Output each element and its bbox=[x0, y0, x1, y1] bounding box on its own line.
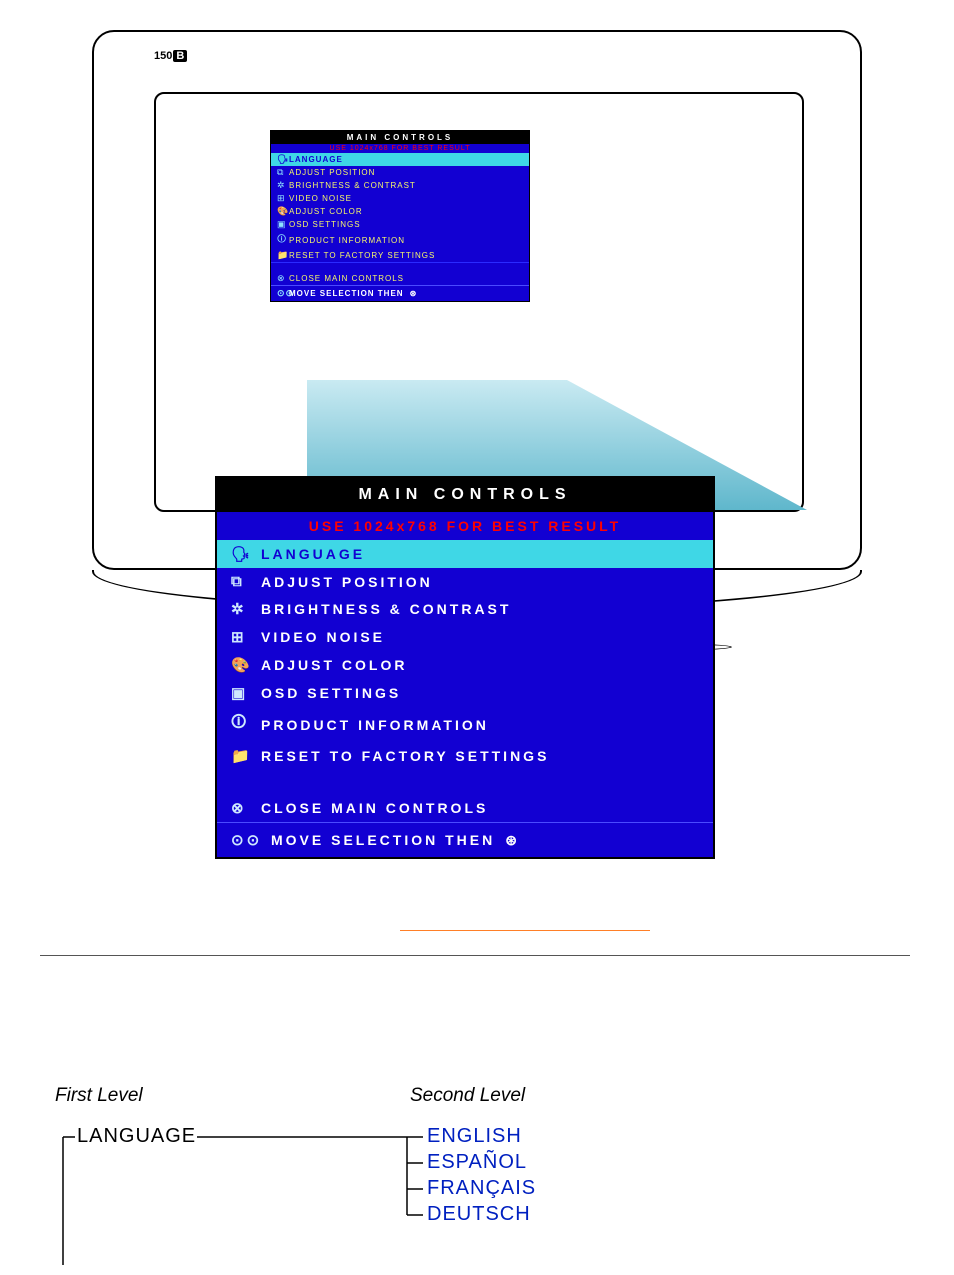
osd-item-label: LANGUAGE bbox=[261, 546, 365, 562]
osd-item-label: ADJUST POSITION bbox=[261, 574, 433, 590]
osd-item-label: LANGUAGE bbox=[289, 155, 343, 164]
osd-item-product-info[interactable]: 🛈 PRODUCT INFORMATION bbox=[271, 231, 529, 249]
osd-item-factory-reset[interactable]: 📁 RESET TO FACTORY SETTINGS bbox=[271, 249, 529, 262]
tree-node-deutsch: DEUTSCH bbox=[427, 1203, 531, 1226]
osd-item-label: RESET TO FACTORY SETTINGS bbox=[289, 251, 435, 260]
orange-separator bbox=[400, 930, 650, 931]
osd-item-brightness-contrast[interactable]: ✲ BRIGHTNESS & CONTRAST bbox=[271, 179, 529, 192]
osd-item-adjust-position[interactable]: ⧉ ADJUST POSITION bbox=[271, 166, 529, 179]
page-root: 150B MAIN CONTROLS USE 1024x768 FOR BEST… bbox=[0, 0, 954, 720]
language-icon: 🗣 bbox=[231, 545, 261, 563]
osd-item-osd-settings[interactable]: ▣ OSD SETTINGS bbox=[271, 218, 529, 231]
close-icon: ⊗ bbox=[231, 799, 261, 817]
osd-large: MAIN CONTROLS USE 1024x768 FOR BEST RESU… bbox=[215, 476, 715, 859]
grey-separator bbox=[40, 955, 910, 956]
noise-icon: ⊞ bbox=[231, 628, 261, 646]
reset-icon: 📁 bbox=[277, 250, 289, 261]
osd-item-brightness-contrast[interactable]: ✲ BRIGHTNESS & CONTRAST bbox=[217, 595, 713, 623]
osd-item-adjust-position[interactable]: ⧉ ADJUST POSITION bbox=[217, 568, 713, 595]
tree-node-espanol: ESPAÑOL bbox=[427, 1151, 527, 1174]
color-icon: 🎨 bbox=[231, 656, 261, 674]
info-icon: 🛈 bbox=[277, 232, 289, 248]
osd-small: MAIN CONTROLS USE 1024x768 FOR BEST RESU… bbox=[270, 130, 530, 302]
monitor-model-label: 150B bbox=[154, 50, 187, 62]
osd-item-adjust-color[interactable]: 🎨 ADJUST COLOR bbox=[217, 651, 713, 679]
osd-item-video-noise[interactable]: ⊞ VIDEO NOISE bbox=[217, 623, 713, 651]
osd-item-label: VIDEO NOISE bbox=[289, 194, 352, 203]
osd-settings-icon: ▣ bbox=[231, 684, 261, 702]
nav-arrows-icon: ⊙⊙ bbox=[277, 288, 289, 299]
osd-footer-label: MOVE SELECTION THEN bbox=[289, 289, 404, 298]
position-icon: ⧉ bbox=[231, 573, 261, 590]
osd-large-title: MAIN CONTROLS bbox=[217, 478, 713, 512]
osd-item-close[interactable]: ⊗ CLOSE MAIN CONTROLS bbox=[217, 794, 713, 822]
osd-settings-icon: ▣ bbox=[277, 219, 289, 230]
osd-footer-label: MOVE SELECTION THEN bbox=[271, 832, 495, 848]
position-icon: ⧉ bbox=[277, 167, 289, 178]
osd-item-adjust-color[interactable]: 🎨 ADJUST COLOR bbox=[271, 205, 529, 218]
osd-item-label: BRIGHTNESS & CONTRAST bbox=[261, 601, 511, 617]
osd-item-label: ADJUST COLOR bbox=[261, 657, 407, 673]
osd-item-language[interactable]: 🗣 LANGUAGE bbox=[217, 540, 713, 568]
brightness-icon: ✲ bbox=[277, 180, 289, 191]
osd-small-title: MAIN CONTROLS bbox=[271, 131, 529, 144]
close-icon: ⊗ bbox=[277, 273, 289, 284]
second-level-header: Second Level bbox=[410, 1085, 525, 1107]
osd-item-label: OSD SETTINGS bbox=[261, 685, 401, 701]
color-icon: 🎨 bbox=[277, 206, 289, 217]
osd-small-hint: USE 1024x768 FOR BEST RESULT bbox=[271, 144, 529, 153]
osd-item-label: ADJUST POSITION bbox=[289, 168, 375, 177]
select-icon: ⊛ bbox=[410, 289, 418, 298]
osd-large-hint: USE 1024x768 FOR BEST RESULT bbox=[217, 512, 713, 540]
osd-item-label: BRIGHTNESS & CONTRAST bbox=[289, 181, 416, 190]
osd-footer: ⊙⊙ MOVE SELECTION THEN ⊛ bbox=[271, 285, 529, 301]
noise-icon: ⊞ bbox=[277, 193, 289, 204]
osd-item-label: PRODUCT INFORMATION bbox=[261, 717, 489, 733]
osd-footer: ⊙⊙ MOVE SELECTION THEN ⊛ bbox=[217, 822, 713, 857]
osd-item-product-info[interactable]: 🛈 PRODUCT INFORMATION bbox=[217, 707, 713, 742]
language-icon: 🗣 bbox=[277, 154, 289, 165]
select-icon: ⊛ bbox=[505, 832, 520, 849]
osd-item-label: CLOSE MAIN CONTROLS bbox=[289, 274, 404, 283]
osd-item-factory-reset[interactable]: 📁 RESET TO FACTORY SETTINGS bbox=[217, 742, 713, 770]
osd-item-language[interactable]: 🗣 LANGUAGE bbox=[271, 153, 529, 166]
model-badge: B bbox=[173, 50, 187, 62]
osd-item-label: VIDEO NOISE bbox=[261, 629, 385, 645]
osd-item-video-noise[interactable]: ⊞ VIDEO NOISE bbox=[271, 192, 529, 205]
osd-item-close[interactable]: ⊗ CLOSE MAIN CONTROLS bbox=[271, 272, 529, 285]
first-level-header: First Level bbox=[55, 1085, 143, 1107]
osd-item-label: PRODUCT INFORMATION bbox=[289, 236, 405, 245]
osd-item-label: OSD SETTINGS bbox=[289, 220, 361, 229]
osd-gap bbox=[217, 770, 713, 794]
tree-node-english: ENGLISH bbox=[427, 1125, 522, 1148]
osd-gap bbox=[271, 262, 529, 272]
info-icon: 🛈 bbox=[231, 712, 261, 737]
tree-node-language: LANGUAGE bbox=[77, 1125, 196, 1148]
model-number: 150 bbox=[154, 50, 172, 62]
brightness-icon: ✲ bbox=[231, 600, 261, 618]
nav-arrows-icon: ⊙⊙ bbox=[231, 831, 271, 849]
osd-item-label: RESET TO FACTORY SETTINGS bbox=[261, 748, 549, 764]
osd-item-label: ADJUST COLOR bbox=[289, 207, 363, 216]
osd-item-label: CLOSE MAIN CONTROLS bbox=[261, 800, 488, 816]
osd-item-osd-settings[interactable]: ▣ OSD SETTINGS bbox=[217, 679, 713, 707]
reset-icon: 📁 bbox=[231, 747, 261, 765]
tree-node-francais: FRANÇAIS bbox=[427, 1177, 536, 1200]
